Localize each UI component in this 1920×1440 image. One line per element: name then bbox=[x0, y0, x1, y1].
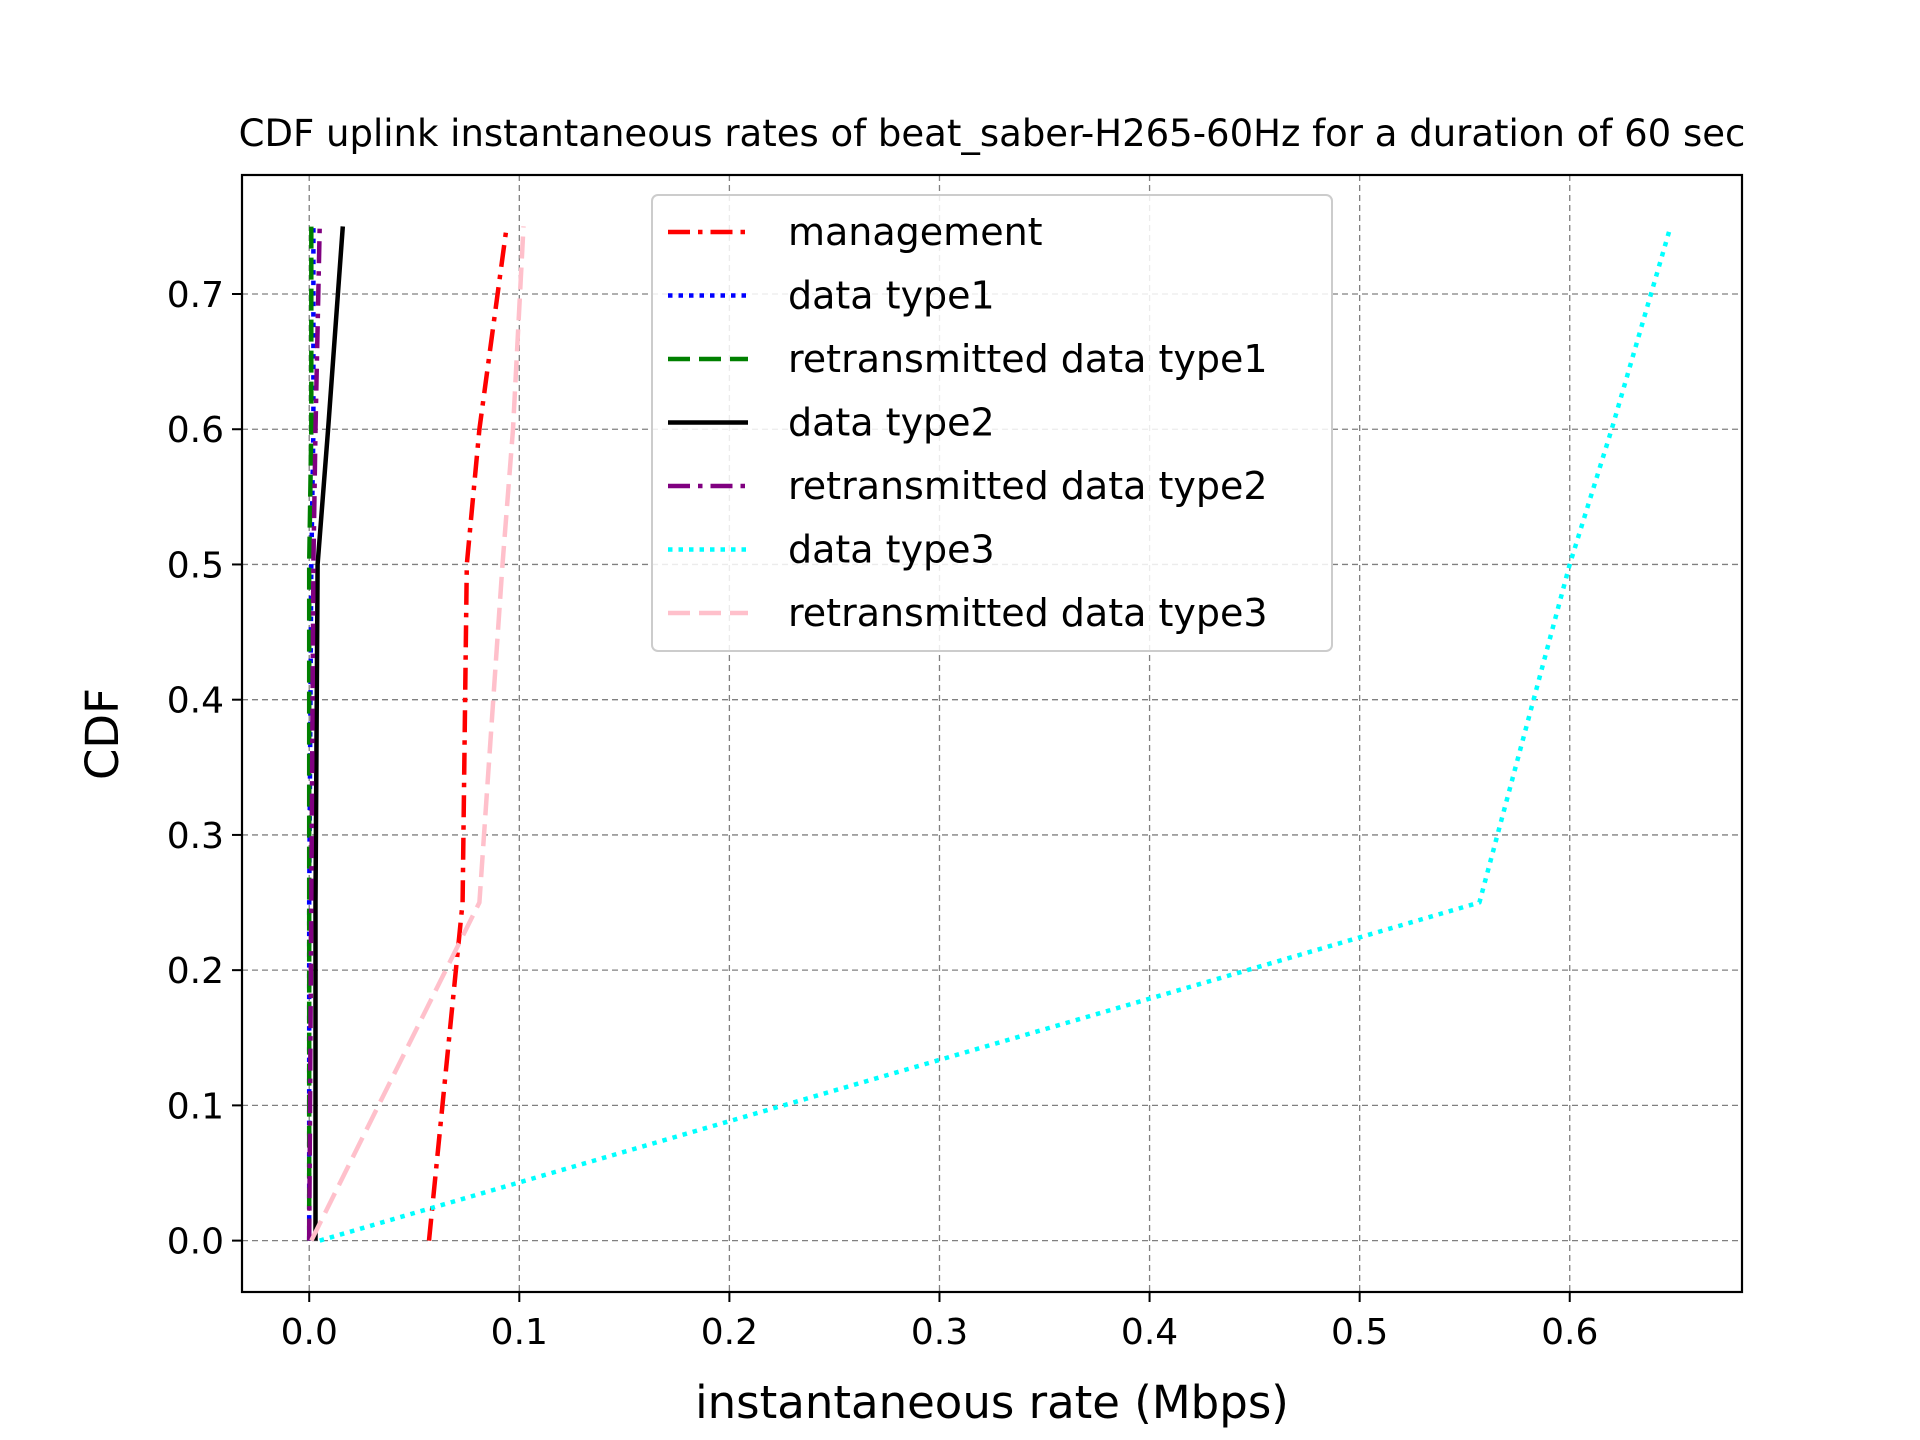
y-tick-label: 0.3 bbox=[167, 816, 224, 857]
chart-title: CDF uplink instantaneous rates of beat_s… bbox=[239, 112, 1746, 155]
x-axis-ticks: 0.0 0.1 0.2 0.3 0.4 0.5 0.6 bbox=[281, 1292, 1598, 1353]
y-axis-ticks: 0.0 0.1 0.2 0.3 0.4 0.5 0.6 0.7 bbox=[167, 275, 242, 1263]
legend-label: retransmitted data type2 bbox=[788, 464, 1268, 508]
legend-label: data type2 bbox=[788, 401, 995, 445]
series-line-data-type3 bbox=[319, 225, 1673, 1243]
series-lines bbox=[306, 225, 1673, 1243]
legend-label: management bbox=[788, 210, 1043, 254]
legend-label: retransmitted data type3 bbox=[788, 591, 1268, 635]
legend-label: data type3 bbox=[788, 528, 995, 572]
legend-box bbox=[651, 194, 1333, 652]
series-line-data-type2 bbox=[313, 226, 346, 1241]
x-tick-label: 0.4 bbox=[1121, 1312, 1178, 1353]
series-line-retransmitted-data-type2 bbox=[306, 226, 322, 1241]
y-tick-label: 0.2 bbox=[167, 951, 224, 992]
y-tick-label: 0.6 bbox=[167, 410, 224, 451]
y-tick-label: 0.5 bbox=[167, 545, 224, 586]
y-axis-label: CDF bbox=[76, 688, 129, 780]
y-tick-label: 0.1 bbox=[167, 1086, 224, 1127]
y-tick-label: 0.7 bbox=[167, 275, 224, 316]
series-line-data-type1 bbox=[306, 226, 316, 1241]
x-axis-label: instantaneous rate (Mbps) bbox=[695, 1376, 1289, 1429]
x-tick-label: 0.2 bbox=[701, 1312, 758, 1353]
y-tick-label: 0.0 bbox=[167, 1222, 224, 1263]
legend-label: data type1 bbox=[788, 274, 995, 318]
y-tick-label: 0.4 bbox=[167, 681, 224, 722]
x-tick-label: 0.6 bbox=[1541, 1312, 1598, 1353]
series-line-management bbox=[426, 226, 509, 1241]
legend: management data type1 retransmitted data t… bbox=[651, 194, 1333, 652]
legend-label: retransmitted data type1 bbox=[788, 337, 1268, 381]
x-tick-label: 0.0 bbox=[281, 1312, 338, 1353]
x-tick-label: 0.5 bbox=[1331, 1312, 1388, 1353]
x-tick-label: 0.3 bbox=[911, 1312, 968, 1353]
plot-frame bbox=[240, 173, 1744, 1294]
legend-items: management data type1 retransmitted data t… bbox=[668, 210, 1268, 635]
x-tick-label: 0.1 bbox=[491, 1312, 548, 1353]
series-line-retransmitted-data-type3 bbox=[309, 226, 526, 1242]
